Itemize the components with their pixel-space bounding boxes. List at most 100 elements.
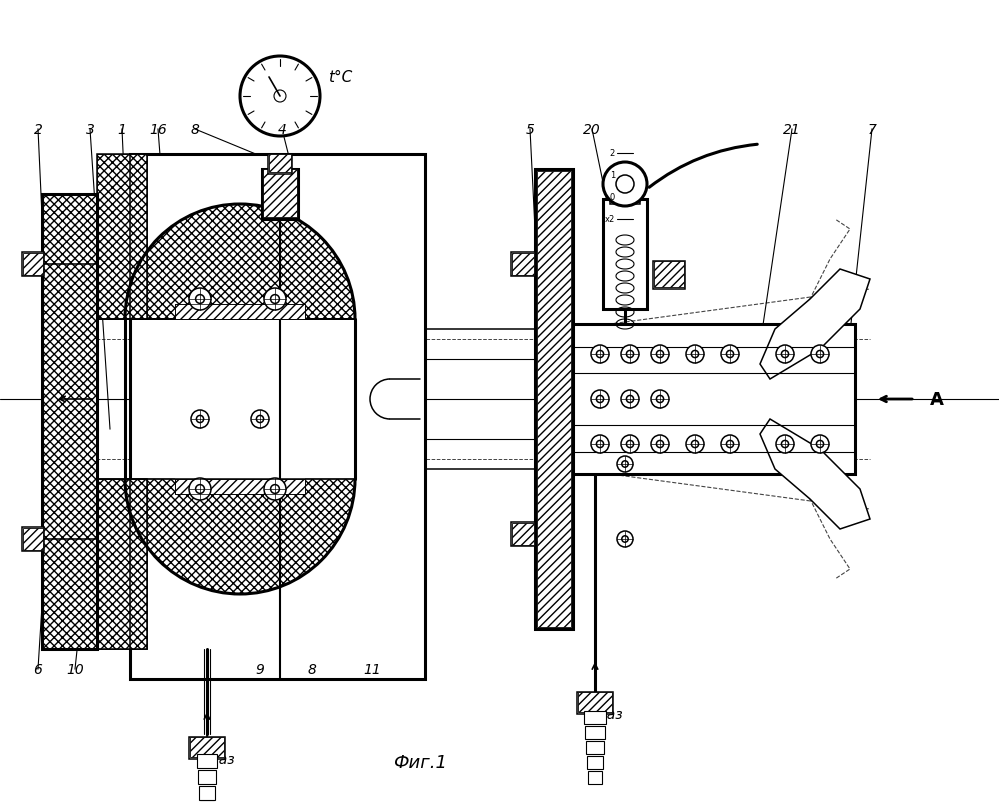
Circle shape xyxy=(651,346,669,363)
Text: 8: 8 xyxy=(191,123,200,137)
Circle shape xyxy=(264,289,286,310)
Bar xyxy=(263,170,297,217)
Circle shape xyxy=(816,441,823,448)
Circle shape xyxy=(651,435,669,453)
Bar xyxy=(585,726,605,739)
Bar xyxy=(22,253,44,277)
Circle shape xyxy=(621,461,628,468)
Circle shape xyxy=(189,479,211,500)
Circle shape xyxy=(781,351,788,358)
Text: 1: 1 xyxy=(118,123,127,137)
Text: 6: 6 xyxy=(34,662,42,676)
Text: 4: 4 xyxy=(278,123,287,137)
Circle shape xyxy=(591,391,609,408)
Text: 2: 2 xyxy=(609,149,615,158)
Bar xyxy=(175,480,305,494)
Text: 21: 21 xyxy=(783,123,801,137)
Text: 11: 11 xyxy=(363,662,381,676)
Bar xyxy=(578,692,612,712)
Bar xyxy=(268,155,292,175)
Circle shape xyxy=(656,441,663,448)
Circle shape xyxy=(257,416,264,423)
Bar xyxy=(511,522,535,546)
Bar xyxy=(610,184,640,205)
Bar xyxy=(97,480,147,649)
Circle shape xyxy=(816,351,823,358)
Text: 16: 16 xyxy=(149,123,167,137)
Text: Фиг.1: Фиг.1 xyxy=(393,753,447,771)
Circle shape xyxy=(617,456,633,472)
Polygon shape xyxy=(125,480,355,594)
Circle shape xyxy=(781,441,788,448)
Bar xyxy=(535,170,573,630)
Circle shape xyxy=(264,479,286,500)
Bar xyxy=(23,253,43,276)
Circle shape xyxy=(776,435,794,453)
Bar xyxy=(654,261,684,288)
Circle shape xyxy=(726,441,733,448)
Bar xyxy=(262,170,298,220)
Bar xyxy=(22,528,44,551)
Circle shape xyxy=(726,351,733,358)
Circle shape xyxy=(621,181,628,188)
Text: 20: 20 xyxy=(583,123,600,137)
Text: 3: 3 xyxy=(86,123,95,137)
Circle shape xyxy=(591,435,609,453)
Bar xyxy=(198,770,216,784)
Bar xyxy=(175,305,305,320)
Bar xyxy=(269,155,291,172)
Text: 0: 0 xyxy=(609,193,615,202)
Circle shape xyxy=(721,346,739,363)
Text: А: А xyxy=(930,391,944,408)
Bar xyxy=(573,325,855,475)
Circle shape xyxy=(251,411,269,428)
Circle shape xyxy=(196,485,205,494)
Circle shape xyxy=(626,351,633,358)
Bar xyxy=(42,195,97,649)
Text: 1: 1 xyxy=(609,172,615,180)
Text: x2: x2 xyxy=(604,215,615,225)
Bar xyxy=(587,756,603,769)
Circle shape xyxy=(271,485,280,494)
Bar xyxy=(512,253,534,276)
Circle shape xyxy=(691,351,698,358)
Bar xyxy=(175,320,305,480)
Polygon shape xyxy=(760,269,870,379)
Bar xyxy=(189,737,225,759)
Circle shape xyxy=(596,396,603,403)
Circle shape xyxy=(596,441,603,448)
Bar xyxy=(586,741,604,754)
Text: 10: 10 xyxy=(66,662,84,676)
Bar xyxy=(97,155,147,320)
Bar xyxy=(511,253,535,277)
Circle shape xyxy=(656,396,663,403)
Polygon shape xyxy=(760,419,870,529)
Circle shape xyxy=(240,57,320,137)
Circle shape xyxy=(691,441,698,448)
Polygon shape xyxy=(125,205,355,320)
Circle shape xyxy=(616,176,634,194)
Circle shape xyxy=(189,289,211,310)
Circle shape xyxy=(811,435,829,453)
Circle shape xyxy=(621,346,639,363)
Bar xyxy=(537,172,571,627)
Circle shape xyxy=(621,435,639,453)
Bar xyxy=(97,155,147,320)
Text: 5: 5 xyxy=(525,123,534,137)
Bar xyxy=(603,200,647,310)
Circle shape xyxy=(686,435,704,453)
Text: 2: 2 xyxy=(34,123,42,137)
Bar xyxy=(577,692,613,714)
Circle shape xyxy=(617,532,633,547)
Bar xyxy=(653,261,685,290)
Bar xyxy=(512,524,534,545)
Bar xyxy=(23,529,43,550)
Circle shape xyxy=(616,176,634,194)
Bar xyxy=(199,786,215,800)
Circle shape xyxy=(621,536,628,542)
Circle shape xyxy=(603,163,647,207)
Circle shape xyxy=(191,411,209,428)
Circle shape xyxy=(656,351,663,358)
Circle shape xyxy=(591,346,609,363)
Text: 9: 9 xyxy=(256,662,265,676)
